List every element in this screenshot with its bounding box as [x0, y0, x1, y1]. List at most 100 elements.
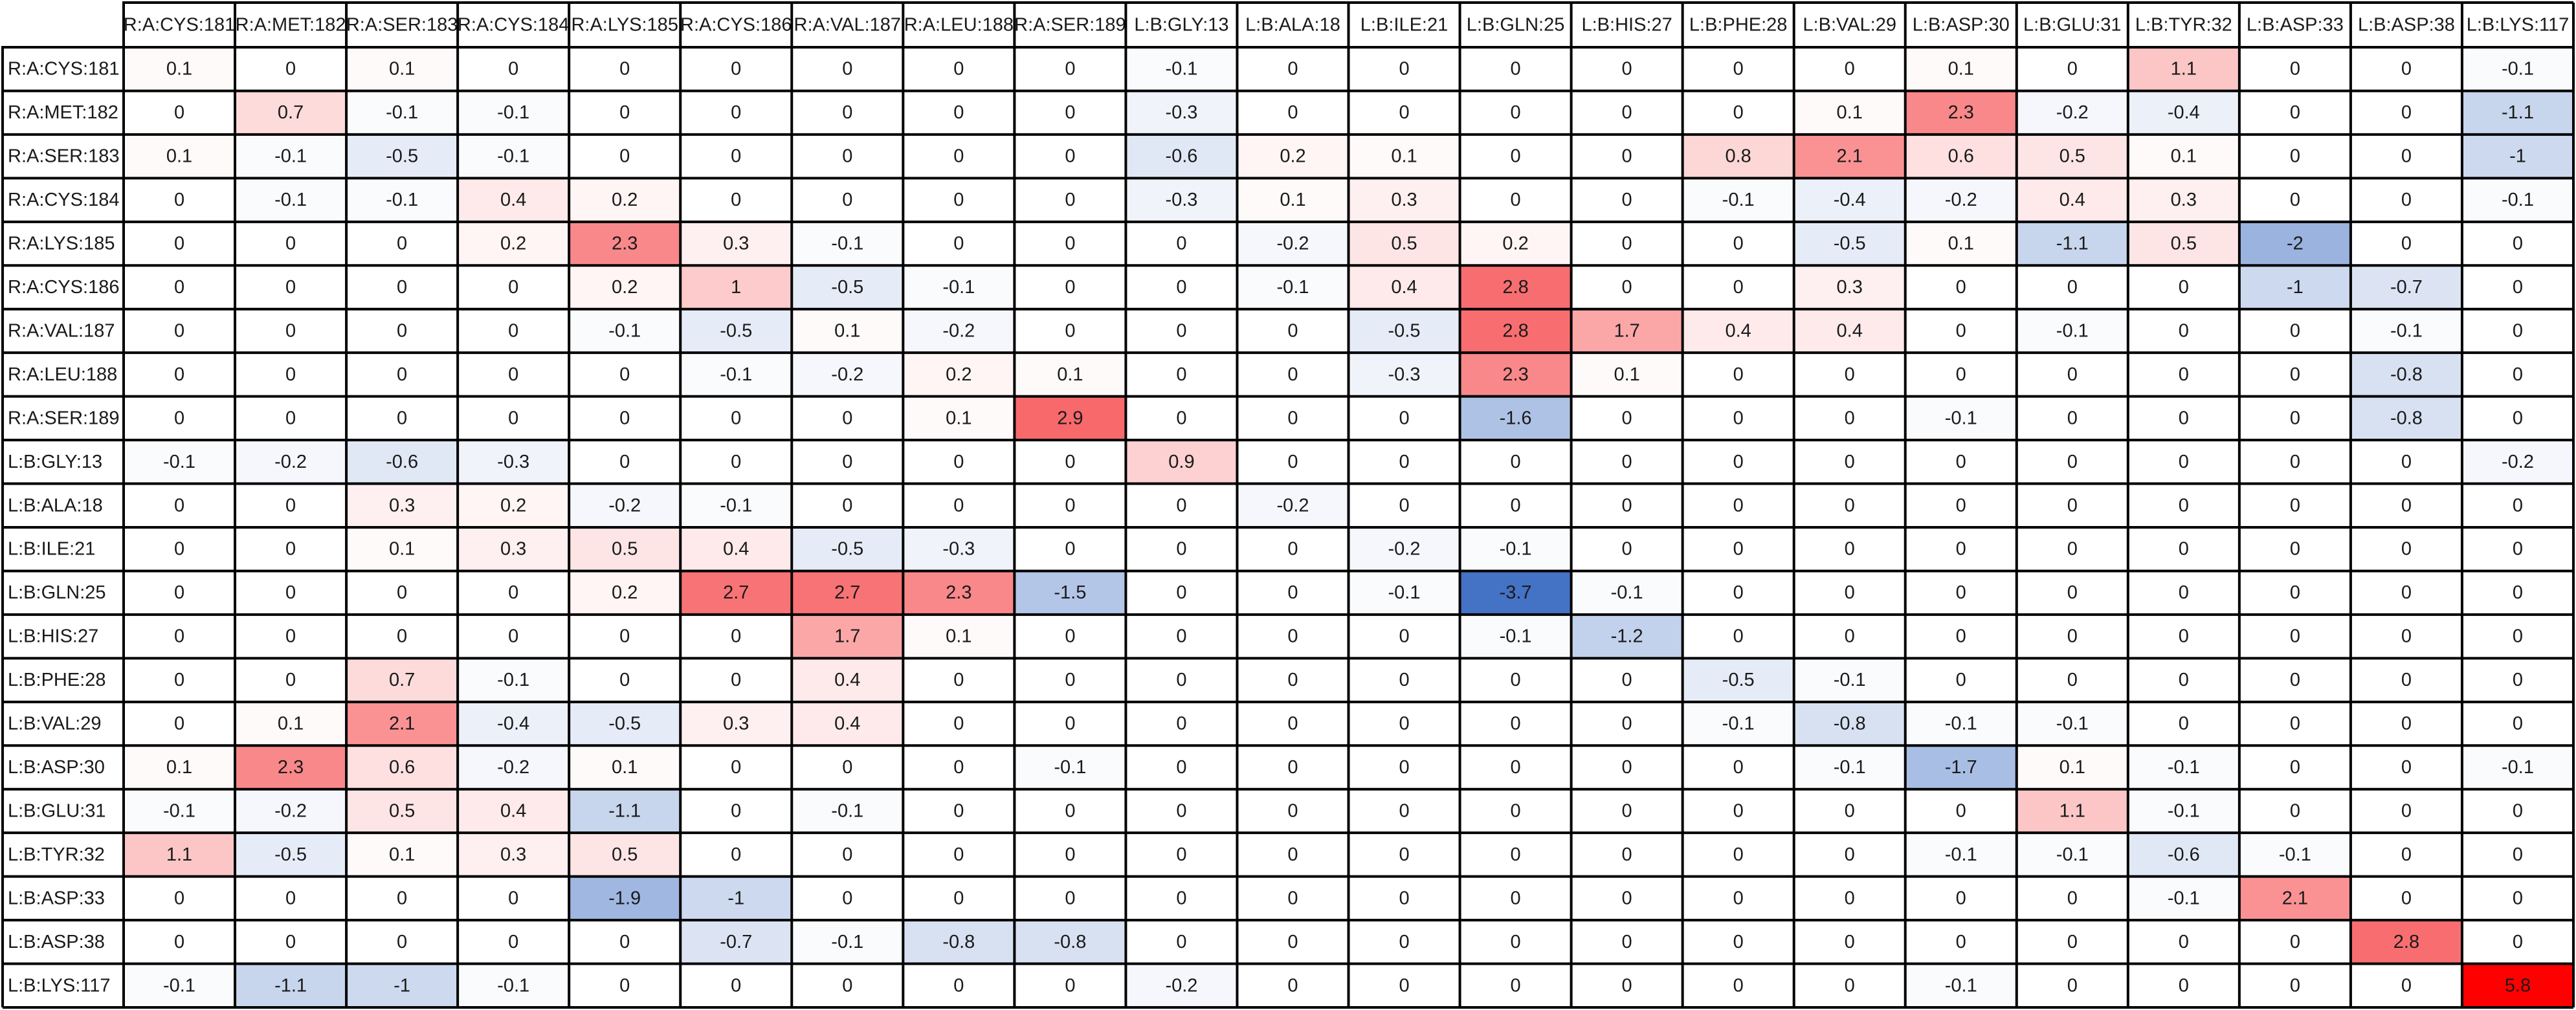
heatmap-cell [2350, 963, 2462, 1007]
heatmap-cell [680, 745, 792, 789]
cell-value: 0 [508, 408, 518, 428]
cell-value: 0 [174, 888, 184, 908]
heatmap-cell [1460, 963, 1571, 1007]
heatmap-cell [1571, 789, 1683, 833]
column-header: L:B:LYS:117 [2467, 15, 2570, 36]
column-header: R:A:CYS:181 [124, 15, 235, 36]
heatmap-cell [1348, 353, 1460, 397]
cell-value: 0 [1510, 800, 1520, 821]
cell-value: 0 [731, 626, 741, 647]
cell-value: -0.2 [608, 495, 641, 516]
cell-value: 0 [1287, 975, 1298, 996]
heatmap-cell [680, 876, 792, 921]
heatmap-cell [346, 614, 458, 659]
heatmap-cell [235, 178, 347, 222]
cell-value: 0 [1510, 146, 1520, 167]
heatmap-cell [235, 745, 347, 789]
cell-value: 0 [2290, 757, 2300, 778]
heatmap-cell [569, 833, 681, 877]
heatmap-cell [235, 265, 347, 309]
cell-value: 0 [1176, 582, 1186, 603]
heatmap-cell [2016, 658, 2128, 702]
heatmap-cell [2350, 483, 2462, 527]
heatmap-cell [1460, 701, 1571, 746]
heatmap-cell [792, 221, 904, 266]
cell-value: 0 [842, 408, 852, 428]
heatmap-cell [124, 963, 236, 1007]
heatmap-cell [124, 178, 236, 222]
heatmap-cell [2127, 658, 2239, 702]
heatmap-cell [569, 963, 681, 1007]
cell-value: -1.1 [274, 975, 307, 996]
heatmap-cell [792, 396, 904, 441]
cell-value: 0 [2179, 582, 2189, 603]
cell-value: 0 [953, 757, 964, 778]
heatmap-cell [2127, 483, 2239, 527]
cell-value: -0.2 [2502, 452, 2534, 472]
row-header: L:B:HIS:27 [8, 626, 98, 647]
heatmap-cell [458, 789, 570, 833]
cell-value: 0 [842, 59, 852, 80]
heatmap-cell [1460, 134, 1571, 179]
heatmap-cell [569, 658, 681, 702]
cell-value: 0.2 [1280, 146, 1305, 167]
cell-value: 0 [508, 277, 518, 298]
heatmap-cell [235, 527, 347, 571]
cell-value: 0 [1956, 932, 1966, 952]
row-header: L:B:ASP:38 [8, 932, 105, 952]
heatmap-cell [1460, 265, 1571, 309]
heatmap-cell [792, 527, 904, 571]
heatmap-cell [1348, 833, 1460, 877]
heatmap-cell [124, 47, 236, 91]
heatmap-cell [1237, 658, 1349, 702]
cell-value: 0 [2067, 277, 2078, 298]
column-header: R:A:CYS:184 [458, 15, 569, 36]
heatmap-cell [903, 789, 1015, 833]
heatmap-cell [1571, 614, 1683, 659]
cell-value: 0 [619, 452, 630, 472]
cell-value: -1.1 [2056, 234, 2089, 254]
cell-value: -1.6 [1500, 408, 1532, 428]
heatmap-cell [1126, 833, 1238, 877]
cell-value: 0 [1399, 975, 1409, 996]
heatmap-cell [2016, 91, 2128, 135]
cell-value: 0 [1287, 364, 1298, 385]
cell-value: 0 [174, 714, 184, 734]
cell-value: 0 [619, 408, 630, 428]
cell-value: 0.4 [500, 190, 526, 210]
heatmap-cell [2239, 134, 2351, 179]
column-header: L:B:ASP:30 [1913, 15, 2010, 36]
cell-value: -1 [2287, 277, 2304, 298]
heatmap-cell [1793, 658, 1905, 702]
heatmap-cell [1348, 789, 1460, 833]
cell-value: 0 [1065, 190, 1075, 210]
cell-value: 0 [619, 146, 630, 167]
heatmap-cell [569, 47, 681, 91]
heatmap-cell [569, 745, 681, 789]
heatmap-cell [1237, 265, 1349, 309]
heatmap-cell [680, 396, 792, 441]
cell-value: 0.4 [834, 670, 860, 690]
heatmap-cell [1571, 221, 1683, 266]
heatmap-cell [1793, 920, 1905, 964]
heatmap-cell [346, 920, 458, 964]
cell-value: -0.2 [497, 757, 529, 778]
heatmap-cell [2016, 47, 2128, 91]
heatmap-cell [2350, 265, 2462, 309]
cell-value: 0 [1622, 932, 1632, 952]
cell-value: 2.7 [723, 582, 749, 603]
cell-value: 0 [1287, 102, 1298, 123]
heatmap-cell [1348, 178, 1460, 222]
cell-value: 0 [2513, 888, 2523, 908]
heatmap-cell [2127, 833, 2239, 877]
heatmap-cell [2239, 571, 2351, 615]
cell-value: 0.7 [389, 670, 415, 690]
cell-value: 0.5 [1391, 234, 1417, 254]
heatmap-cell [1237, 527, 1349, 571]
cell-value: 0 [285, 626, 296, 647]
heatmap-cell [2239, 221, 2351, 266]
heatmap-cell [1682, 353, 1794, 397]
cell-value: 0 [2067, 670, 2078, 690]
row-header: L:B:GLU:31 [8, 800, 106, 821]
